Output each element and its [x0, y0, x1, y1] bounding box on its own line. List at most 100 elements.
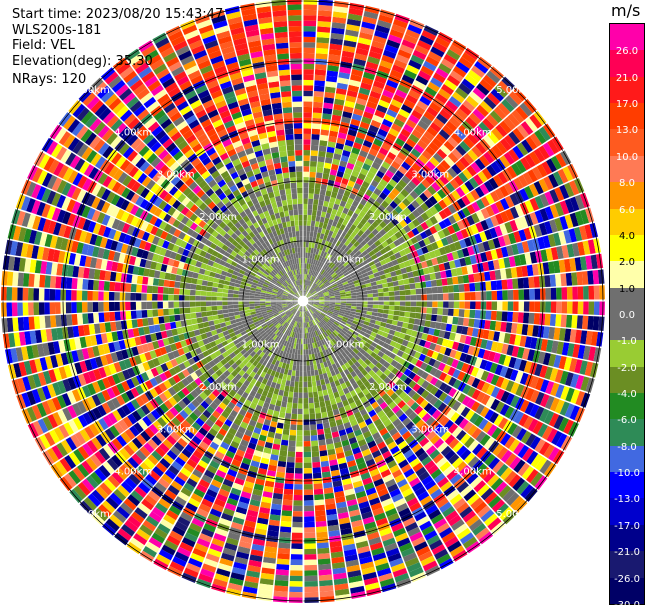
radar-gate — [189, 307, 196, 313]
radar-gate — [529, 288, 535, 300]
radar-gate — [146, 412, 157, 424]
radar-gate — [209, 340, 217, 348]
radar-gate — [392, 418, 402, 428]
radar-gate — [238, 540, 252, 549]
radar-gate — [210, 329, 218, 336]
radar-gate — [464, 335, 472, 345]
radar-gate — [343, 543, 356, 552]
radar-gate — [268, 464, 277, 472]
radar-gate — [360, 472, 371, 481]
radar-gate — [455, 267, 463, 276]
radar-gate — [272, 443, 281, 451]
radar-gate — [304, 559, 317, 566]
radar-gate — [333, 337, 340, 343]
radar-gate — [172, 349, 180, 359]
radar-gate — [152, 301, 158, 309]
radar-gate — [365, 314, 372, 319]
radar-gate — [299, 306, 302, 312]
radar-gate — [334, 198, 342, 206]
radar-gate — [411, 343, 419, 351]
radar-gate — [471, 427, 482, 440]
radar-gate — [394, 305, 400, 311]
radar-gate — [408, 335, 416, 343]
radar-gate — [309, 275, 313, 281]
radar-gate — [508, 356, 517, 369]
radar-gate — [219, 381, 228, 390]
radar-gate — [118, 360, 127, 371]
radar-gate — [476, 446, 488, 459]
radar-gate — [17, 302, 23, 316]
radar-gate — [364, 236, 371, 243]
radar-gate — [326, 508, 337, 516]
radar-gate — [139, 353, 147, 363]
radar-gate — [138, 327, 145, 336]
radar-gate — [133, 422, 144, 434]
radar-gate — [331, 561, 346, 570]
radar-gate — [115, 467, 128, 481]
radar-gate — [458, 82, 472, 95]
radar-gate — [390, 445, 400, 455]
radar-gate — [207, 336, 215, 343]
radar-gate — [363, 275, 370, 281]
radar-gate — [349, 287, 356, 291]
radar-gate — [353, 58, 366, 67]
radar-gate — [276, 302, 282, 304]
radar-gate — [407, 389, 417, 398]
radar-gate — [294, 376, 300, 382]
radar-gate — [323, 291, 329, 295]
radar-gate — [306, 220, 312, 226]
radar-gate — [310, 258, 314, 265]
radar-gate — [362, 16, 377, 25]
radar-gate — [348, 8, 364, 16]
radar-gate — [164, 539, 179, 551]
radar-gate — [432, 232, 441, 242]
radar-gate — [361, 77, 374, 86]
radar-gate — [314, 499, 325, 506]
radar-gate — [524, 252, 532, 265]
radar-gate — [542, 326, 550, 339]
radar-gate — [405, 138, 417, 148]
radar-gate — [466, 472, 479, 485]
radar-gate — [414, 124, 426, 135]
radar-gate — [285, 412, 292, 419]
radar-gate — [535, 391, 545, 406]
radar-gate — [226, 338, 233, 345]
radar-gate — [67, 405, 78, 419]
radar-gate — [404, 311, 411, 318]
radar-gate — [278, 338, 284, 345]
radar-gate — [368, 409, 377, 418]
radar-gate — [315, 272, 320, 278]
radar-gate — [163, 315, 170, 323]
radar-gate — [436, 113, 448, 125]
radar-gate — [392, 469, 403, 479]
radar-gate — [328, 327, 334, 333]
radar-gate — [331, 556, 345, 564]
radar-gate — [280, 320, 285, 326]
radar-gate — [221, 351, 229, 359]
radar-gate — [388, 103, 400, 114]
radar-gate — [276, 337, 282, 344]
radar-gate — [359, 246, 366, 254]
radar-gate — [379, 220, 387, 229]
radar-gate — [311, 440, 319, 447]
radar-gate — [94, 468, 107, 482]
radar-gate — [184, 429, 195, 440]
radar-gate — [300, 306, 302, 312]
radar-gate — [335, 335, 342, 341]
radar-gate — [285, 323, 290, 330]
radar-gate — [307, 204, 313, 210]
radar-gate — [394, 137, 405, 147]
radar-gate — [297, 332, 300, 339]
radar-gate — [259, 506, 271, 515]
radar-gate — [49, 302, 56, 315]
radar-gate — [286, 317, 291, 323]
radar-gate — [524, 336, 533, 349]
radar-gate — [279, 311, 285, 316]
radar-gate — [96, 391, 106, 404]
radar-gate — [102, 415, 114, 428]
radar-gate — [145, 369, 155, 380]
radar-gate — [318, 340, 323, 347]
radar-gate — [514, 255, 522, 267]
radar-gate — [312, 386, 318, 393]
radar-gate — [223, 377, 231, 386]
